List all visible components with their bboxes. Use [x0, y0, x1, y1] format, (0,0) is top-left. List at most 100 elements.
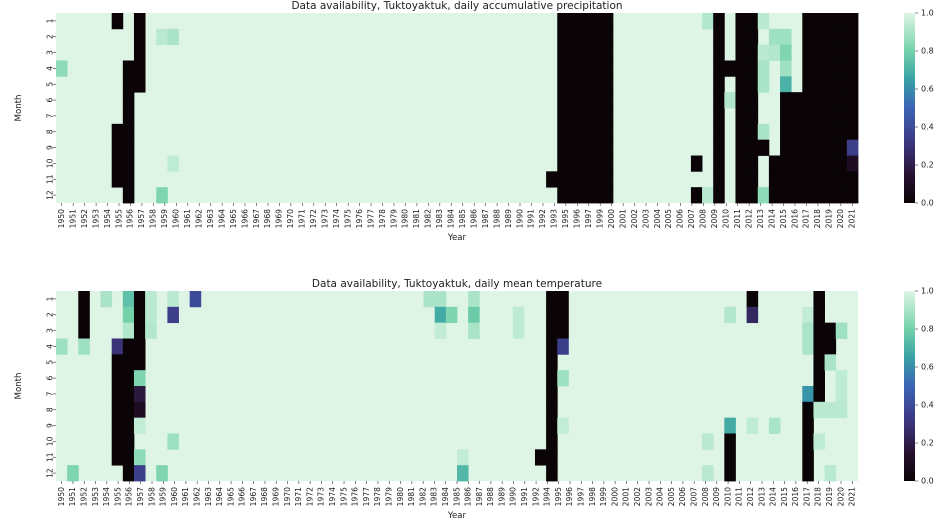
heatmap-cell [568, 76, 580, 93]
x-tick-label: 1996 [573, 209, 582, 228]
x-tick-label: 2013 [757, 487, 766, 506]
heatmap-cell [546, 386, 558, 403]
heatmap-cell [835, 370, 848, 387]
y-tick-label: 6 [45, 98, 54, 103]
chart-title: Data availability, Tuktoyaktuk, daily me… [312, 278, 602, 290]
heatmap-cell [746, 108, 759, 125]
x-tick-label: 2002 [633, 487, 642, 506]
heatmap-cell [813, 306, 825, 324]
x-tick-label: 1998 [588, 487, 597, 506]
y-tick-label: 2 [45, 312, 54, 317]
heatmap-cell [156, 465, 168, 482]
heatmap-cell [111, 370, 124, 387]
x-tick-label: 2005 [667, 487, 676, 506]
x-tick-label: 2018 [814, 487, 823, 506]
heatmap-cell [746, 92, 759, 109]
heatmap-cell [746, 187, 759, 204]
heatmap-cell [835, 28, 848, 46]
y-axis-label: Month [14, 373, 24, 400]
heatmap-cell [735, 13, 748, 30]
heatmap-cell [590, 187, 603, 204]
heatmap-cell [835, 401, 848, 419]
heatmap-cell [690, 187, 703, 204]
x-tick-label: 2000 [610, 487, 619, 506]
heatmap-cell [835, 386, 848, 403]
x-tick-label: 1975 [339, 487, 348, 506]
heatmap-cell [802, 76, 814, 93]
y-tick-label: 5 [45, 360, 54, 365]
heatmap-cell [757, 187, 770, 204]
heatmap-cell [791, 155, 803, 172]
x-tick-label: 2010 [723, 487, 732, 506]
heatmap-cell [568, 187, 580, 204]
heatmap-cell [802, 322, 814, 339]
heatmap-cell [111, 139, 124, 156]
heatmap-cell [133, 449, 146, 466]
x-tick-label: 1961 [181, 487, 190, 506]
x-tick-label: 2012 [744, 209, 753, 228]
heatmap-cell [746, 60, 759, 77]
heatmap-cell [56, 338, 68, 355]
heatmap-1: Data availability, Tuktoyaktuk, daily ac… [14, 0, 934, 243]
heatmap-cell [546, 306, 558, 324]
x-tick-label: 2000 [607, 209, 616, 228]
heatmap-cell [768, 28, 781, 46]
y-tick-label: 7 [45, 391, 54, 396]
heatmap-cell [546, 370, 558, 387]
heatmap-cell [813, 322, 825, 339]
x-tick-label: 1951 [68, 209, 77, 228]
colorbar-tick-label: 0.6 [921, 85, 934, 94]
heatmap-cell [590, 108, 603, 125]
heatmap-cell [713, 123, 725, 141]
heatmap-cell [601, 92, 614, 109]
y-tick-label: 8 [45, 129, 54, 134]
heatmap-cell [568, 60, 580, 77]
heatmap-cell [133, 354, 146, 371]
heatmap-cell [713, 139, 725, 156]
x-tick-label: 1954 [103, 209, 112, 228]
heatmap-cell [813, 338, 825, 355]
heatmap-cell [111, 155, 124, 172]
heatmap-cell [557, 92, 569, 109]
heatmap-cell [133, 76, 146, 93]
heatmap-cell [846, 76, 859, 93]
x-tick-label: 1999 [595, 209, 604, 228]
heatmap-cell [713, 171, 725, 188]
x-tick-label: 2003 [644, 487, 653, 506]
x-tick-label: 1978 [373, 487, 382, 506]
heatmap-cell [813, 28, 825, 46]
x-tick-label: 1986 [469, 209, 478, 228]
x-tick-label: 1971 [298, 209, 307, 228]
y-tick-label: 2 [45, 34, 54, 39]
x-tick-label: 1968 [263, 209, 272, 228]
x-tick-label: 2007 [687, 209, 696, 228]
x-tick-label: 1959 [159, 487, 168, 506]
heatmap-cell [167, 306, 179, 324]
heatmap-cell [122, 92, 135, 109]
heatmap-cell [601, 60, 614, 77]
x-tick-label: 2014 [769, 487, 778, 506]
heatmap-cell [122, 401, 135, 419]
heatmap-cell [111, 171, 124, 188]
x-tick-label: 1982 [418, 487, 427, 506]
heatmap-cell [813, 123, 825, 141]
heatmap-cell [122, 139, 135, 156]
x-tick-label: 1962 [192, 487, 201, 506]
x-tick-label: 1987 [481, 209, 490, 228]
heatmap-cell [122, 417, 135, 434]
heatmap-cell [457, 465, 469, 482]
heatmap-cell [156, 28, 168, 46]
heatmap-cell [724, 465, 736, 482]
x-tick-label: 2009 [712, 487, 721, 506]
x-tick-label: 1967 [249, 487, 258, 506]
heatmap-cell [534, 449, 547, 466]
x-tick-label: 1969 [272, 487, 281, 506]
heatmap-cell [579, 108, 592, 125]
heatmap-cell [824, 108, 837, 125]
heatmap-cell [813, 155, 825, 172]
x-tick-label: 1983 [435, 209, 444, 228]
heatmap-cell [590, 139, 603, 156]
y-tick-label: 3 [45, 328, 54, 333]
x-tick-label: 2012 [746, 487, 755, 506]
heatmap-cell [846, 28, 859, 46]
